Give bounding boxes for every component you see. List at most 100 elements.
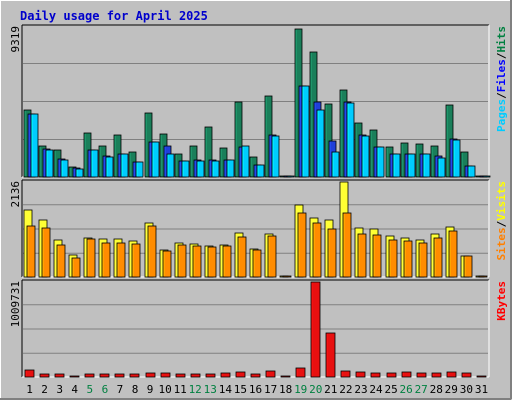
bar-pages-day-7 <box>120 153 129 178</box>
x-tick-label: 31 <box>475 383 488 396</box>
bar-pages-day-16 <box>256 164 265 178</box>
bar-pages-day-12 <box>196 160 205 178</box>
bar-kbytes-day-16 <box>250 373 261 378</box>
series-hits <box>23 28 484 178</box>
x-tick-label: 4 <box>71 383 78 396</box>
panel-legend: Sites/Visits <box>495 181 508 261</box>
bar-pages-day-9 <box>151 141 160 178</box>
bar-sites-day-5 <box>86 238 96 278</box>
panel-max-label: 1009731 <box>9 281 22 327</box>
x-tick-label: 5 <box>86 383 93 396</box>
bar-kbytes-day-26 <box>401 371 412 378</box>
panel-kbytes: 1009731 KBytes <box>9 279 508 378</box>
x-tick-label: 19 <box>294 383 307 396</box>
bar-hits-day-30 <box>460 151 469 178</box>
x-tick-label: 25 <box>384 383 397 396</box>
bar-sites-day-1 <box>26 225 36 278</box>
bar-kbytes-day-18 <box>280 375 291 378</box>
x-tick-label: 9 <box>147 383 154 396</box>
bar-pages-day-15 <box>241 145 250 178</box>
bar-pages-day-31 <box>482 175 491 178</box>
bar-sites-day-27 <box>418 242 428 278</box>
x-tick-label: 18 <box>279 383 292 396</box>
bar-kbytes-day-1 <box>24 369 35 378</box>
bar-sites-day-17 <box>267 235 277 278</box>
x-tick-label: 27 <box>415 383 428 396</box>
bar-sites-day-22 <box>342 212 352 278</box>
bar-pages-day-13 <box>211 160 220 178</box>
legend-entry: Pages <box>495 99 508 132</box>
bar-sites-day-21 <box>327 228 337 278</box>
bar-kbytes-day-20 <box>310 281 321 378</box>
bar-sites-day-24 <box>372 234 382 278</box>
bar-pages-day-28 <box>437 157 446 178</box>
x-tick-label: 11 <box>174 383 187 396</box>
panel-max-label: 2136 <box>9 181 22 208</box>
bar-sites-day-18 <box>282 275 292 278</box>
bar-kbytes-day-15 <box>235 371 246 378</box>
legend-entry: Visits <box>495 181 508 221</box>
bar-hits-day-13 <box>204 126 213 178</box>
x-tick-label: 29 <box>445 383 458 396</box>
legend-entry: Sites <box>495 227 508 260</box>
bar-kbytes-day-25 <box>386 372 397 378</box>
bar-pages-day-1 <box>30 113 39 178</box>
bar-kbytes-day-30 <box>461 372 472 378</box>
bar-pages-day-21 <box>331 151 340 178</box>
series-kbytes <box>24 281 487 378</box>
bar-pages-day-25 <box>392 153 401 178</box>
bar-kbytes-day-29 <box>446 371 457 378</box>
bar-sites-day-23 <box>357 233 367 278</box>
x-tick-label: 6 <box>102 383 109 396</box>
chart-title: Daily usage for April 2025 <box>20 9 208 23</box>
bar-kbytes-day-12 <box>190 373 201 378</box>
series-sites <box>26 212 488 278</box>
bar-kbytes-day-10 <box>160 372 171 378</box>
bar-pages-day-27 <box>422 153 431 178</box>
bar-pages-day-8 <box>135 161 144 178</box>
legend-entry: / <box>495 52 508 59</box>
x-axis-labels: 1 2 3 4 5 6 7 8 9 10 11 12 13 14 15 16 17 18 19 20 21 22 23 24 2… <box>26 383 488 396</box>
bar-kbytes-day-28 <box>431 372 442 378</box>
chart-panels: 9319Pages/Files/Hits2136Sites/Visits1009… <box>9 24 508 378</box>
x-tick-label: 2 <box>41 383 48 396</box>
bar-pages-day-17 <box>271 135 280 178</box>
panel-legend: Pages/Files/Hits <box>495 26 508 132</box>
bar-sites-day-13 <box>207 246 217 278</box>
x-tick-label: 17 <box>264 383 277 396</box>
x-tick-label: 14 <box>219 383 233 396</box>
bar-kbytes-day-5 <box>84 373 95 378</box>
bar-sites-day-8 <box>131 243 141 278</box>
panel-legend: KBytes <box>495 281 508 321</box>
bar-sites-day-9 <box>147 225 157 278</box>
bar-kbytes-day-2 <box>39 373 50 378</box>
bar-kbytes-day-3 <box>54 373 65 378</box>
bar-kbytes-day-4 <box>69 375 80 378</box>
legend-entry: / <box>495 220 508 227</box>
bar-pages-day-2 <box>45 149 54 178</box>
bar-sites-day-6 <box>101 242 111 278</box>
bar-pages-day-22 <box>346 102 355 178</box>
bar-kbytes-day-31 <box>476 375 487 378</box>
bar-sites-day-30 <box>463 255 473 278</box>
bar-kbytes-day-23 <box>355 371 366 378</box>
bar-pages-day-5 <box>90 149 99 178</box>
x-tick-label: 26 <box>399 383 412 396</box>
bar-pages-day-24 <box>376 146 385 178</box>
bar-sites-day-11 <box>177 244 187 278</box>
bar-pages-day-19 <box>301 85 310 178</box>
bar-kbytes-day-19 <box>295 367 306 378</box>
bar-pages-day-11 <box>181 160 190 178</box>
x-tick-label: 30 <box>460 383 473 396</box>
bar-sites-day-29 <box>448 230 458 278</box>
bar-sites-day-25 <box>388 239 398 278</box>
bar-sites-day-15 <box>237 236 247 278</box>
bar-sites-day-26 <box>403 240 413 278</box>
bar-sites-day-16 <box>252 249 262 278</box>
bar-hits-day-21 <box>324 103 333 178</box>
bar-kbytes-day-14 <box>220 372 231 378</box>
x-tick-label: 10 <box>158 383 171 396</box>
bar-sites-day-28 <box>433 237 443 278</box>
